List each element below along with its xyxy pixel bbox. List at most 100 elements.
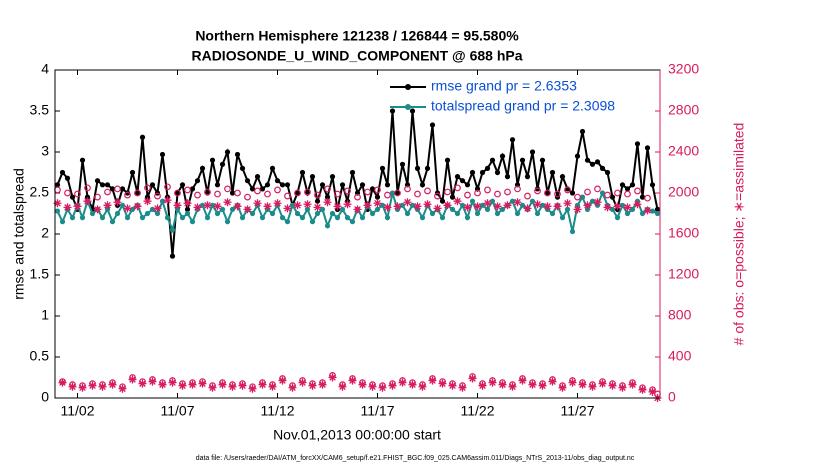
series-marker bbox=[419, 215, 426, 221]
series-marker bbox=[644, 145, 651, 151]
assimilated-marker bbox=[158, 380, 167, 389]
series-marker bbox=[159, 151, 166, 158]
series-marker bbox=[104, 182, 111, 188]
assimilated-marker bbox=[593, 198, 602, 207]
series-marker bbox=[389, 190, 396, 196]
y2-tick-label: 2400 bbox=[668, 143, 699, 159]
series-marker bbox=[429, 122, 436, 128]
assimilated-marker bbox=[273, 199, 282, 208]
chart-subtitle: RADIOSONDE_U_WIND_COMPONENT @ 688 hPa bbox=[191, 48, 522, 64]
possible-marker bbox=[264, 190, 271, 198]
assimilated-marker bbox=[293, 201, 302, 210]
series-marker bbox=[349, 219, 356, 225]
possible-marker bbox=[454, 184, 461, 192]
series-marker bbox=[309, 174, 316, 180]
assimilated-marker bbox=[533, 200, 542, 209]
assimilated-marker bbox=[78, 383, 87, 392]
series-marker bbox=[559, 215, 566, 221]
series-marker bbox=[179, 215, 186, 221]
series-marker bbox=[404, 210, 411, 217]
x-tick-label: 11/22 bbox=[461, 403, 495, 419]
x-tick-label: 11/27 bbox=[561, 403, 595, 419]
series-marker bbox=[574, 202, 581, 208]
series-marker bbox=[599, 190, 606, 196]
assimilated-marker bbox=[58, 378, 67, 387]
assimilated-marker bbox=[508, 382, 517, 391]
y-tick-label: 3 bbox=[41, 143, 49, 159]
series-marker bbox=[119, 186, 126, 192]
series-marker bbox=[374, 194, 381, 200]
series-marker bbox=[454, 174, 461, 180]
series-marker bbox=[449, 194, 456, 200]
chart-title: Northern Hemisphere 121238 / 126844 = 95… bbox=[195, 28, 519, 44]
series-marker bbox=[489, 198, 496, 204]
series-marker bbox=[274, 178, 281, 184]
series-marker bbox=[569, 190, 576, 196]
assimilated-marker bbox=[323, 198, 332, 207]
series-marker bbox=[549, 210, 556, 217]
series-marker bbox=[279, 182, 286, 188]
possible-marker bbox=[474, 189, 481, 197]
assimilated-marker bbox=[548, 377, 557, 386]
series-marker bbox=[574, 153, 581, 159]
series-marker bbox=[399, 202, 406, 208]
possible-marker bbox=[534, 187, 541, 195]
series-marker bbox=[84, 194, 91, 200]
series-marker bbox=[329, 210, 336, 217]
assimilated-marker bbox=[383, 203, 392, 212]
series-marker bbox=[79, 215, 86, 221]
possible-marker bbox=[634, 187, 641, 195]
assimilated-marker bbox=[233, 202, 242, 211]
series-marker bbox=[639, 194, 646, 200]
series-marker bbox=[519, 202, 526, 208]
series-marker bbox=[539, 157, 546, 163]
series-marker bbox=[174, 190, 181, 196]
possible-marker bbox=[604, 191, 611, 199]
x-tick-label: 11/12 bbox=[261, 403, 295, 419]
assimilated-marker bbox=[413, 202, 422, 211]
series-marker bbox=[224, 149, 231, 155]
series-marker bbox=[639, 210, 646, 217]
assimilated-marker bbox=[98, 382, 107, 391]
assimilated-marker bbox=[268, 382, 277, 391]
assimilated-marker bbox=[283, 204, 292, 213]
series-marker bbox=[139, 134, 146, 140]
series-marker bbox=[99, 182, 106, 188]
possible-marker bbox=[384, 191, 391, 199]
series-marker bbox=[174, 206, 181, 212]
series-marker bbox=[79, 157, 86, 163]
series-marker bbox=[349, 169, 356, 176]
possible-marker bbox=[464, 191, 471, 199]
series-marker bbox=[179, 182, 186, 188]
series-marker bbox=[584, 206, 591, 212]
assimilated-marker bbox=[278, 376, 287, 385]
series-marker bbox=[154, 210, 161, 217]
assimilated-marker bbox=[258, 380, 267, 389]
series-marker bbox=[379, 165, 386, 171]
assimilated-marker bbox=[478, 381, 487, 390]
assimilated-marker bbox=[303, 200, 312, 209]
series-marker bbox=[284, 182, 291, 188]
series-marker bbox=[324, 194, 331, 200]
y2-tick-label: 2000 bbox=[668, 184, 699, 200]
series-marker bbox=[269, 210, 276, 217]
assimilated-marker bbox=[368, 382, 377, 391]
assimilated-marker bbox=[118, 384, 127, 393]
series-marker bbox=[264, 182, 271, 188]
assimilated-marker bbox=[488, 378, 497, 387]
y-tick-label: 2 bbox=[41, 225, 49, 241]
assimilated-marker bbox=[228, 382, 237, 391]
assimilated-marker bbox=[53, 199, 62, 208]
assimilated-marker bbox=[148, 377, 157, 386]
series-marker bbox=[414, 165, 421, 171]
assimilated-marker bbox=[183, 199, 192, 208]
y2-tick-label: 1200 bbox=[668, 266, 699, 282]
series-marker bbox=[634, 141, 641, 147]
series-marker bbox=[104, 206, 111, 212]
series-marker bbox=[459, 202, 466, 208]
assimilated-marker bbox=[223, 198, 232, 207]
series-marker bbox=[194, 178, 201, 184]
possible-marker bbox=[644, 194, 651, 202]
possible-marker bbox=[404, 185, 411, 193]
series-marker bbox=[369, 186, 376, 192]
